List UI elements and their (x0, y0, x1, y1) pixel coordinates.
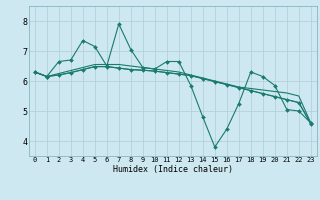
X-axis label: Humidex (Indice chaleur): Humidex (Indice chaleur) (113, 165, 233, 174)
